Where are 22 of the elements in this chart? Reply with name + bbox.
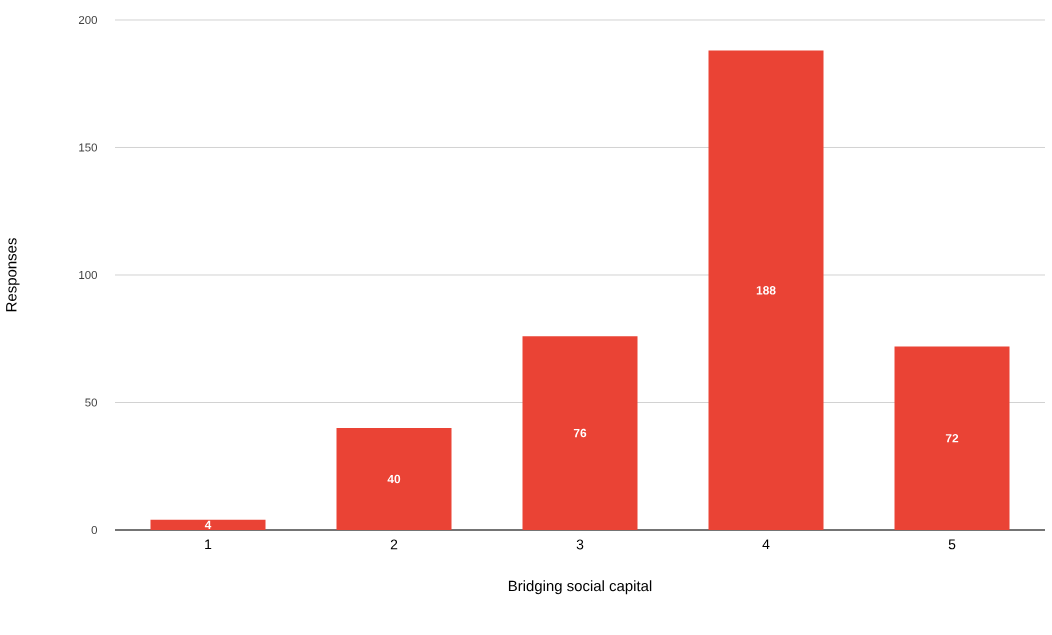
bar [708, 50, 824, 530]
y-tick-label: 150 [79, 143, 98, 152]
x-tick-label: 2 [390, 539, 398, 550]
x-tick-label: 5 [948, 539, 956, 550]
bar [150, 519, 266, 530]
data-label: 4 [204, 520, 212, 530]
y-tick-label: 50 [85, 398, 98, 407]
data-label: 72 [945, 434, 959, 443]
x-tick-label: 4 [762, 539, 770, 550]
y-tick-label: 0 [91, 525, 98, 535]
y-axis-title: Responses [6, 238, 20, 312]
data-label: 76 [573, 428, 587, 438]
x-axis-title: Bridging social capital [508, 580, 652, 595]
y-tick-label: 200 [78, 15, 98, 25]
bar [522, 336, 638, 530]
data-label: 188 [756, 286, 776, 295]
bar [894, 346, 1010, 530]
y-tick-label: 100 [79, 270, 98, 280]
x-tick-label: 1 [205, 539, 212, 550]
bar [336, 428, 452, 530]
x-tick-label: 3 [576, 539, 584, 550]
data-label: 40 [387, 474, 401, 484]
